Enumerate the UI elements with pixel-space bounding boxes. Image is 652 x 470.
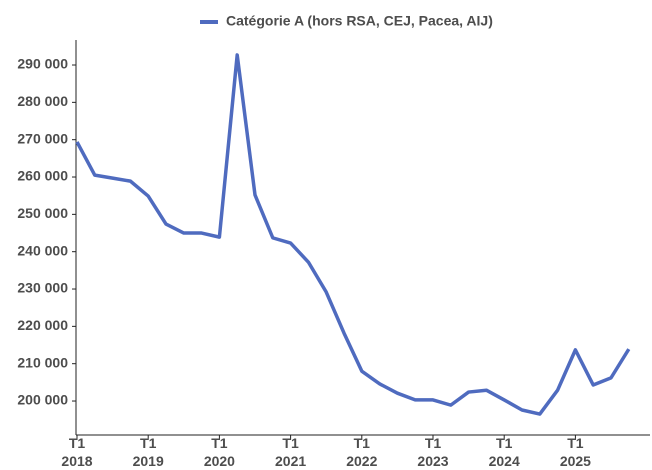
series-line [75,53,631,416]
x-tick-label: T1 2024 [489,435,520,469]
legend-label: Catégorie A (hors RSA, CEJ, Pacea, AIJ) [226,13,493,29]
x-tick-label: T1 2022 [346,435,377,469]
x-tick-label: T1 2021 [275,435,306,469]
y-tick-label: 240 000 [17,242,68,258]
y-tick-label: 220 000 [17,317,68,333]
x-tick-label: T1 2020 [204,435,235,469]
x-tick-label: T1 2019 [133,435,164,469]
y-tick-label: 230 000 [17,280,68,296]
y-tick-label: 270 000 [17,130,68,146]
x-tick-label: T1 2023 [417,435,448,469]
y-tick-label: 280 000 [17,93,68,109]
y-tick-label: 210 000 [17,354,68,370]
y-tick-label: 290 000 [17,56,68,72]
y-tick-label: 250 000 [17,205,68,221]
y-tick-label: 260 000 [17,168,68,184]
y-tick-label: 200 000 [17,392,68,408]
x-tick-label: T1 2025 [560,435,591,469]
x-tick-label: T1 2018 [61,435,92,469]
